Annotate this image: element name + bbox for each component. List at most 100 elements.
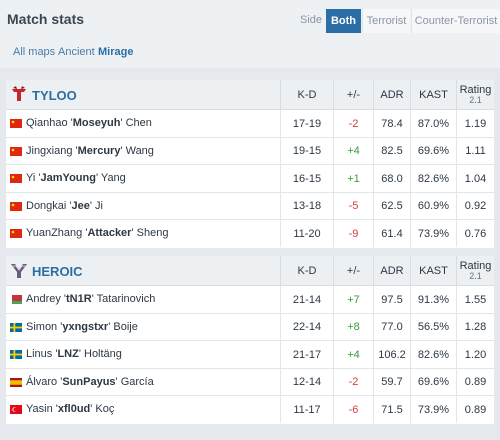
col-header-plusminus[interactable]: +/-	[333, 256, 373, 286]
cn-flag-icon	[10, 174, 22, 184]
col-header-rating[interactable]: Rating 2.1	[456, 80, 494, 110]
player-name-link[interactable]: Yasin 'xfl0ud' Koç	[26, 403, 115, 416]
player-last-name: Sheng	[136, 227, 169, 240]
player-name-link[interactable]: Álvaro 'SunPayus' García	[26, 375, 154, 388]
cell-rating: 1.04	[456, 165, 494, 193]
cell-kast: 69.6%	[410, 368, 456, 396]
player-last-name: Boije	[113, 320, 138, 333]
cell-rating: 1.28	[456, 313, 494, 341]
player-nickname: Moseyuh	[72, 117, 121, 129]
player-first-name: Álvaro	[26, 375, 58, 388]
player-name-link[interactable]: Qianhao 'Moseyuh' Chen	[26, 117, 152, 129]
cell-rating: 0.89	[456, 396, 494, 424]
player-nickname: SunPayus	[62, 375, 116, 388]
player-name-link[interactable]: YuanZhang 'Attacker' Sheng	[26, 227, 169, 240]
cell-kd: 21-14	[280, 286, 333, 313]
cell-kast: 91.3%	[410, 286, 456, 313]
cell-plusminus: +1	[333, 165, 373, 193]
player-name-link[interactable]: Dongkai 'Jee' Ji	[26, 199, 103, 212]
player-first-name: Yi	[26, 172, 36, 185]
team-stats-table-heroic: HEROIC K-D +/- ADR KAST Rating 2.1 Andre…	[6, 256, 494, 424]
player-first-name: Qianhao	[26, 117, 68, 129]
player-row: Dongkai 'Jee' Ji 13-18 -5 62.5 60.9% 0.92	[6, 192, 494, 221]
col-header-kast[interactable]: KAST	[410, 80, 456, 110]
col-header-rating[interactable]: Rating 2.1	[456, 256, 494, 286]
player-first-name: Andrey	[26, 293, 61, 305]
map-filter-bar: All maps Ancient Mirage	[0, 40, 500, 68]
side-terrorist-button[interactable]: Terrorist	[362, 9, 410, 33]
player-name-link[interactable]: Yi 'JamYoung' Yang	[26, 172, 126, 185]
map-all-link[interactable]: All maps	[13, 46, 56, 58]
page-title: Match stats	[7, 11, 85, 27]
player-name-link[interactable]: Andrey 'tN1R' Tatarinovich	[26, 293, 156, 305]
player-row: Andrey 'tN1R' Tatarinovich 21-14 +7 97.5 91.…	[6, 286, 494, 314]
cn-flag-icon	[10, 146, 22, 156]
player-last-name: Wang	[125, 144, 154, 157]
team-header: HEROIC K-D +/- ADR KAST Rating 2.1	[6, 256, 494, 286]
player-nickname: yxngstxr	[62, 320, 109, 333]
team-header: TYLOO K-D +/- ADR KAST Rating 2.1	[6, 80, 494, 110]
team-name[interactable]: HEROIC	[32, 264, 83, 279]
by-flag-icon	[10, 295, 22, 304]
se-flag-icon	[10, 322, 22, 332]
cn-flag-icon	[10, 229, 22, 239]
player-name-link[interactable]: Simon 'yxngstxr' Boije	[26, 320, 138, 333]
cell-rating: 0.92	[456, 192, 494, 220]
team-name[interactable]: TYLOO	[32, 88, 77, 103]
cell-kast: 56.5%	[410, 313, 456, 341]
side-counter-terrorist-button[interactable]: Counter-Terrorist	[411, 9, 500, 33]
cell-plusminus: +8	[333, 313, 373, 341]
team-stats-table-tyloo: TYLOO K-D +/- ADR KAST Rating 2.1 Qianha…	[6, 80, 494, 248]
map-ancient-link[interactable]: Ancient	[58, 46, 95, 58]
col-header-plusminus[interactable]: +/-	[333, 80, 373, 110]
cell-plusminus: -9	[333, 220, 373, 248]
cell-kd: 19-15	[280, 137, 333, 165]
cell-kd: 21-17	[280, 341, 333, 369]
player-last-name: Tatarinovich	[96, 293, 156, 305]
cell-kast: 82.6%	[410, 165, 456, 193]
cell-plusminus: +7	[333, 286, 373, 313]
player-row: Yi 'JamYoung' Yang 16-15 +1 68.0 82.6% 1.04	[6, 165, 494, 193]
player-nickname: Jee	[71, 199, 90, 212]
player-nickname: LNZ	[57, 348, 79, 361]
cell-plusminus: -5	[333, 192, 373, 220]
player-nickname: tN1R	[66, 293, 92, 305]
cell-adr: 71.5	[373, 396, 410, 424]
cell-adr: 78.4	[373, 110, 410, 137]
rating-version: 2.1	[469, 95, 482, 105]
se-flag-icon	[10, 350, 22, 360]
col-header-kd[interactable]: K-D	[280, 80, 333, 110]
col-header-kast[interactable]: KAST	[410, 256, 456, 286]
map-mirage-link[interactable]: Mirage	[98, 46, 134, 58]
cell-kd: 11-20	[280, 220, 333, 248]
rating-label: Rating	[459, 260, 492, 272]
player-nickname: Attacker	[87, 227, 132, 240]
player-row: Linus 'LNZ' Holtäng 21-17 +4 106.2 82.6% 1.20	[6, 341, 494, 369]
col-header-adr[interactable]: ADR	[373, 256, 410, 286]
cell-kd: 12-14	[280, 368, 333, 396]
cell-plusminus: -2	[333, 368, 373, 396]
cell-kd: 13-18	[280, 192, 333, 220]
cell-adr: 59.7	[373, 368, 410, 396]
side-label: Side	[300, 14, 323, 26]
player-row: YuanZhang 'Attacker' Sheng 11-20 -9 61.4 73.…	[6, 220, 494, 248]
player-name-link[interactable]: Linus 'LNZ' Holtäng	[26, 348, 122, 361]
cell-kast: 69.6%	[410, 137, 456, 165]
cell-kast: 73.9%	[410, 396, 456, 424]
cell-kast: 73.9%	[410, 220, 456, 248]
cell-plusminus: +4	[333, 137, 373, 165]
player-row: Álvaro 'SunPayus' García 12-14 -2 59.7 69.6%…	[6, 368, 494, 397]
player-first-name: Dongkai	[26, 199, 67, 212]
player-row: Qianhao 'Moseyuh' Chen 17-19 -2 78.4 87.0% 1.…	[6, 110, 494, 138]
player-nickname: xfl0ud	[57, 403, 91, 416]
cell-kd: 16-15	[280, 165, 333, 193]
col-header-kd[interactable]: K-D	[280, 256, 333, 286]
cell-plusminus: +4	[333, 341, 373, 369]
heroic-logo-icon	[11, 264, 27, 278]
cell-rating: 0.89	[456, 368, 494, 396]
cell-plusminus: -6	[333, 396, 373, 424]
cell-kd: 17-19	[280, 110, 333, 137]
player-name-link[interactable]: Jingxiang 'Mercury' Wang	[26, 144, 154, 157]
col-header-adr[interactable]: ADR	[373, 80, 410, 110]
side-both-button[interactable]: Both	[326, 9, 361, 33]
